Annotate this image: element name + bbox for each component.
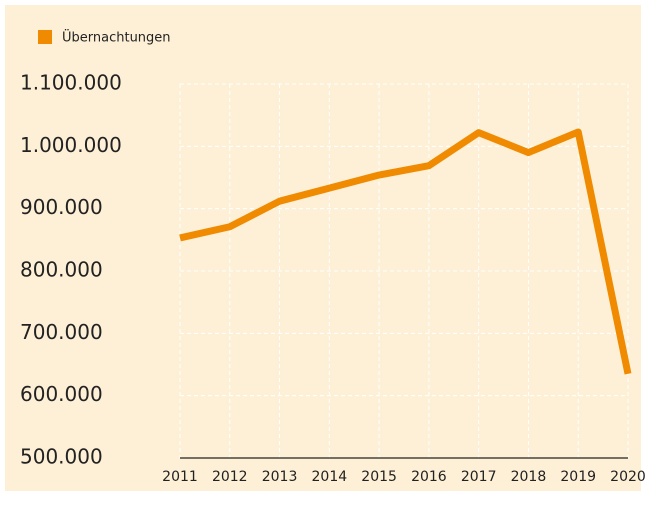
data-line (179, 128, 632, 375)
x-tick-label: 2015 (361, 469, 397, 485)
y-tick-label: 900.000 (20, 195, 103, 219)
x-tick-label: 2016 (411, 469, 447, 485)
y-tick-label: 500.000 (20, 445, 103, 469)
y-tick-label: 1.000.000 (20, 133, 122, 157)
chart-background (5, 5, 641, 491)
x-tick-label: 2017 (461, 469, 497, 485)
y-tick-label: 700.000 (20, 320, 103, 344)
x-tick-label: 2012 (212, 469, 248, 485)
x-tick-label: 2020 (610, 469, 646, 485)
x-tick-label: 2014 (312, 469, 348, 485)
legend-swatch (38, 30, 52, 44)
x-tick-label: 2011 (162, 469, 198, 485)
legend-label: Übernachtungen (62, 29, 171, 46)
x-tick-label: 2018 (511, 469, 547, 485)
y-tick-label: 800.000 (20, 258, 103, 282)
y-tick-label: 600.000 (20, 382, 103, 406)
y-tick-label: 1.100.000 (20, 71, 122, 95)
x-tick-label: 2013 (262, 469, 298, 485)
x-tick-label: 2019 (560, 469, 596, 485)
